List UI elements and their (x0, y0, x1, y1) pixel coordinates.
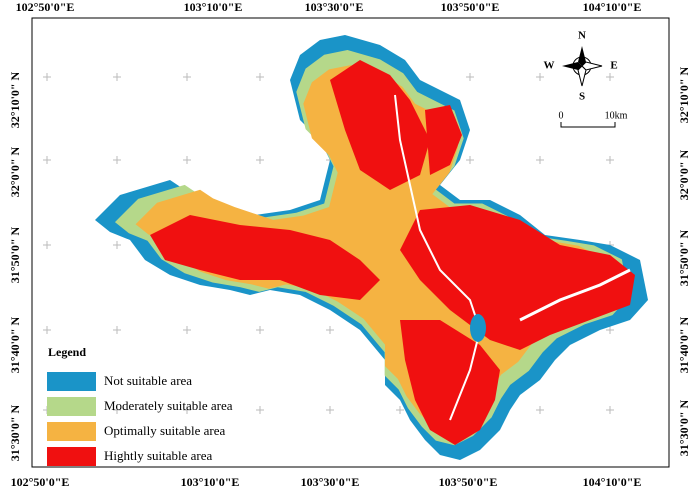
grid-cross (606, 326, 614, 334)
right-label: 31°40'0" N (677, 316, 691, 373)
compass-rose: N S E W (544, 30, 618, 103)
grid-cross (113, 326, 121, 334)
coordinate-labels: 102°50'0"E 103°10'0"E 103°30'0"E 103°50'0"E… (8, 0, 691, 489)
high-suitability-zone (330, 60, 430, 190)
grid-cross (606, 156, 614, 164)
grid-cross (256, 156, 264, 164)
grid-cross (466, 156, 474, 164)
grid-cross (183, 156, 191, 164)
river (519, 268, 631, 322)
grid-cross (113, 156, 121, 164)
grid-cross (256, 73, 264, 81)
top-label: 103°30'0"E (305, 0, 364, 14)
grid-cross (113, 73, 121, 81)
grid-cross (606, 406, 614, 414)
compass-w: W (544, 60, 555, 72)
grid-cross (536, 156, 544, 164)
bottom-label: 103°30'0"E (301, 475, 360, 489)
scale-end: 10km (605, 110, 628, 121)
right-label: 31°50'0" N (677, 229, 691, 286)
high-suitability-zone (150, 215, 380, 300)
scale-bar: 0 10km (559, 110, 628, 128)
legend-swatch (47, 372, 96, 391)
grid-cross (256, 406, 264, 414)
left-label: 31°40'0" N (8, 316, 22, 373)
right-label: 31°30'0" N (677, 399, 691, 456)
grid-cross (43, 326, 51, 334)
legend-swatch (47, 397, 96, 416)
grid-cross (43, 73, 51, 81)
bottom-label: 102°50'0"E (11, 475, 70, 489)
scale-line (560, 122, 616, 128)
study-area (95, 35, 648, 460)
legend-item: Moderately suitable area (104, 398, 233, 413)
legend-swatch (47, 447, 96, 466)
bottom-label: 104°10'0"E (583, 475, 642, 489)
top-label: 104°10'0"E (583, 0, 642, 14)
grid-cross (536, 73, 544, 81)
legend-item: Hightly suitable area (104, 448, 213, 463)
compass-arrow (578, 46, 586, 66)
compass-n: N (578, 30, 586, 42)
grid-cross (326, 406, 334, 414)
grid-cross (183, 326, 191, 334)
grid-cross (536, 406, 544, 414)
left-label: 32°0'0" N (8, 146, 22, 197)
high-suitability-zone (425, 105, 462, 175)
legend-item: Optimally suitable area (104, 423, 226, 438)
compass-arrow (562, 62, 582, 70)
high-suitability-zone (400, 205, 635, 350)
grid-cross (43, 241, 51, 249)
grid-cross (256, 326, 264, 334)
bottom-label: 103°10'0"E (181, 475, 240, 489)
grid-cross (396, 406, 404, 414)
grid-cross (113, 241, 121, 249)
lake (470, 314, 486, 342)
grid-cross (183, 73, 191, 81)
legend: Legend Not suitable area Moderately suita… (47, 345, 233, 466)
top-label: 102°50'0"E (16, 0, 75, 14)
scale-start: 0 (559, 110, 564, 121)
legend-swatch (47, 422, 96, 441)
compass-s: S (579, 91, 585, 103)
right-label: 32°0'0" N (677, 149, 691, 200)
legend-item: Not suitable area (104, 373, 192, 388)
top-label: 103°50'0"E (441, 0, 500, 14)
right-label: 32°10'0" N (677, 66, 691, 123)
grid-cross (606, 73, 614, 81)
grid-cross (326, 326, 334, 334)
top-label: 103°10'0"E (184, 0, 243, 14)
left-label: 31°30'0" N (8, 404, 22, 461)
grid-cross (466, 73, 474, 81)
grid-cross (43, 156, 51, 164)
river (394, 94, 482, 421)
grid-cross (113, 406, 121, 414)
compass-e: E (610, 60, 617, 72)
bottom-label: 103°50'0"E (439, 475, 498, 489)
legend-title: Legend (48, 345, 86, 359)
left-label: 32°10'0" N (8, 71, 22, 128)
grid-cross (183, 406, 191, 414)
left-label: 31°50'0" N (8, 226, 22, 283)
